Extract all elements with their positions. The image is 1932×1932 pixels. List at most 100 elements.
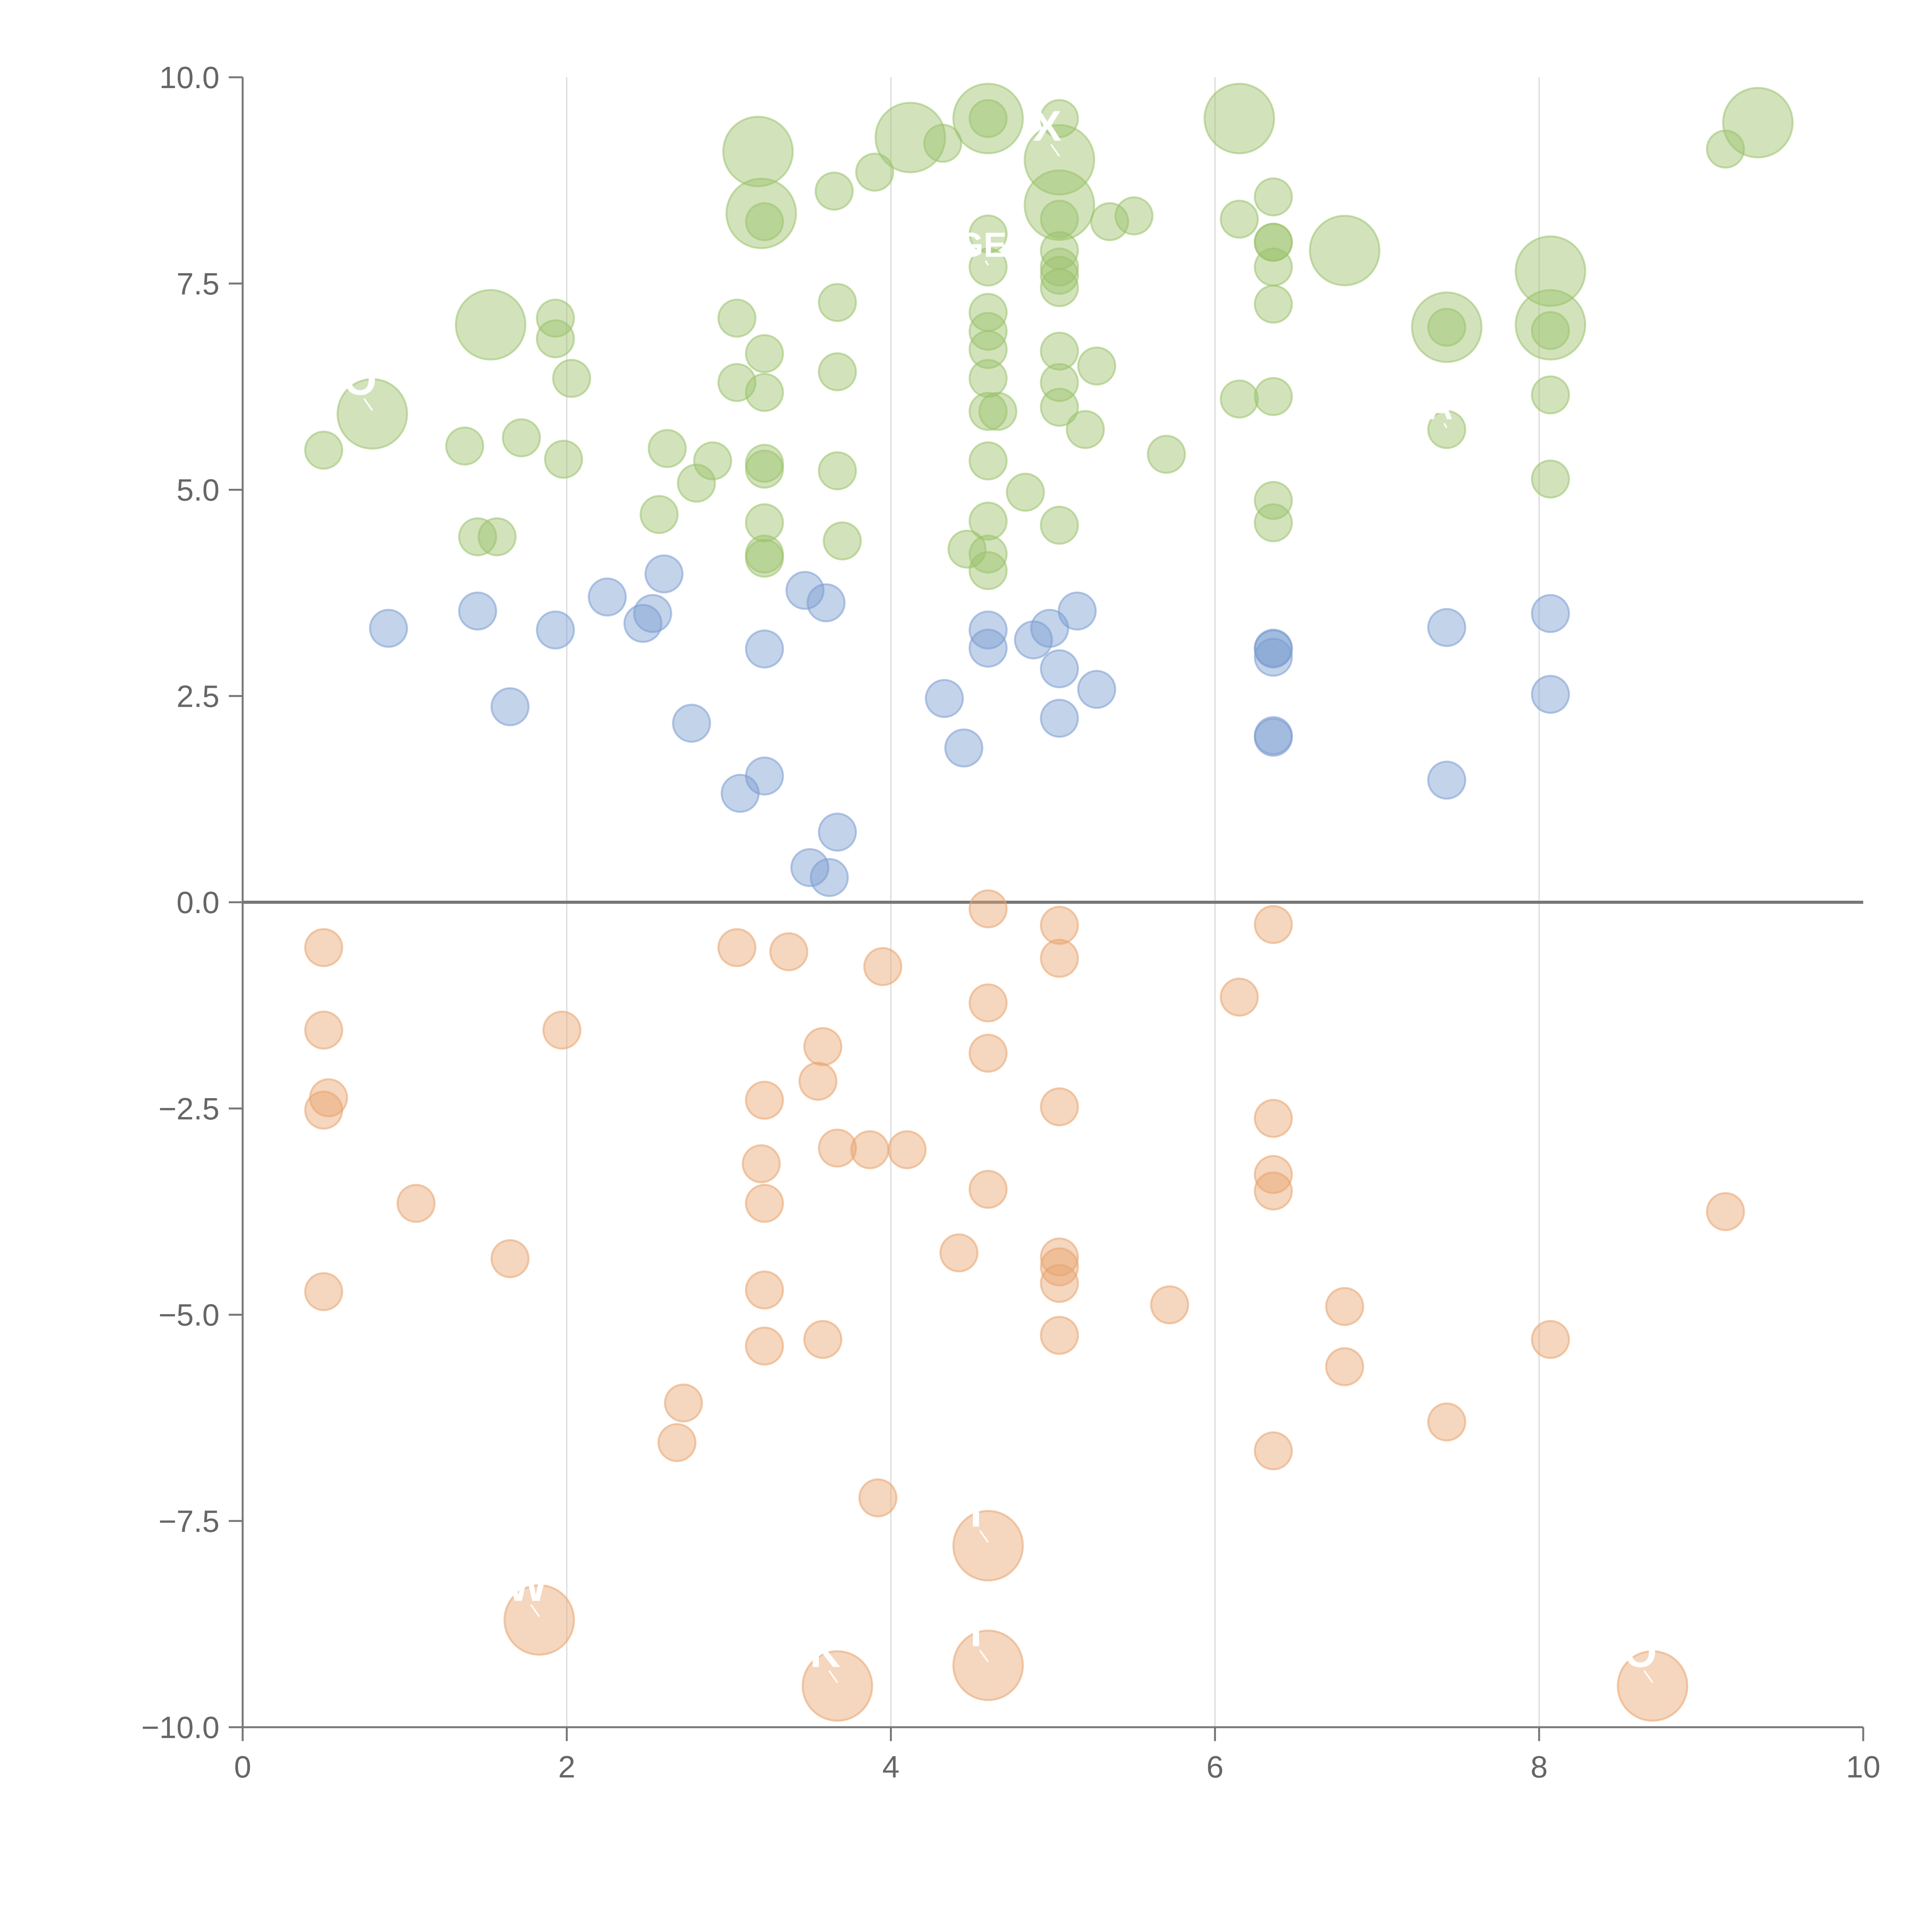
bubble-green-59 <box>1253 377 1293 416</box>
bubble-green-32 <box>1706 129 1745 169</box>
bubble-green-2 <box>745 202 784 242</box>
bubble-orange-19 <box>798 1061 838 1101</box>
bubble-orange-41 <box>1150 1285 1189 1325</box>
bubble-orange-14 <box>742 1144 781 1184</box>
bubble-orange-34 <box>1040 906 1079 945</box>
bubble-green-62 <box>818 283 857 322</box>
bubble-blue-29 <box>1253 628 1293 668</box>
bubble-orange-4 <box>304 1272 344 1311</box>
bubble-green-41 <box>968 441 1008 481</box>
bubble-orange-29 <box>968 983 1008 1022</box>
bubble-blue-34 <box>1531 594 1570 633</box>
bubble-orange-38 <box>1040 1247 1079 1287</box>
bubble-blue-15 <box>790 848 830 887</box>
bubble-green-40 <box>978 392 1017 431</box>
bubble-green-79 <box>455 289 527 361</box>
bubble-green-83 <box>337 378 408 450</box>
bubble-orange-7 <box>542 1010 582 1050</box>
bubble-label-orange-33: I <box>970 1608 982 1655</box>
y-tick-label-2: 5.0 <box>177 473 219 507</box>
bubble-blue-17 <box>925 679 964 718</box>
bubble-green-67 <box>745 334 784 373</box>
bubble-green-57 <box>1147 435 1186 474</box>
bubble-orange-17 <box>745 1327 784 1366</box>
bubble-blue-24 <box>1040 699 1079 738</box>
bubble-green-30 <box>1531 459 1570 499</box>
bubble-green-72 <box>745 503 784 543</box>
bubble-blue-6 <box>633 594 672 633</box>
bubble-green-61 <box>1253 503 1293 543</box>
bubble-orange-21 <box>803 1320 842 1359</box>
bubble-orange-11 <box>717 928 757 967</box>
bubble-blue-26 <box>1077 670 1116 709</box>
bubble-green-23 <box>1515 235 1587 307</box>
bubble-green-55 <box>1066 410 1105 449</box>
bubble-green-15 <box>1203 83 1275 155</box>
bubble-green-51 <box>1040 332 1079 371</box>
bubble-green-4 <box>855 153 895 192</box>
bubble-orange-26 <box>801 1650 873 1722</box>
bubble-label-green-83: O <box>344 357 377 404</box>
bubble-orange-27 <box>939 1233 979 1272</box>
bubble-label-orange-26: K <box>810 1629 840 1676</box>
bubble-label-leader-green-34 <box>985 260 989 266</box>
bubble-green-49 <box>1040 255 1079 295</box>
bubble-green-29 <box>1531 375 1570 415</box>
bubble-blue-16 <box>810 858 849 897</box>
bubble-label-leader-green-83 <box>363 398 373 411</box>
bubble-orange-25 <box>858 1478 898 1517</box>
bubble-green-87 <box>544 440 583 479</box>
bubble-blue-10 <box>745 756 784 796</box>
bubble-blue-18 <box>944 728 983 768</box>
bubbles <box>304 83 1794 1722</box>
bubble-green-64 <box>818 451 857 490</box>
y-tick-label-6: −5.0 <box>158 1298 219 1332</box>
x-tick-label-3: 6 <box>1206 1750 1224 1784</box>
bubble-green-77 <box>677 463 716 503</box>
bubble-green-69 <box>717 363 757 402</box>
bubble-blue-4 <box>588 577 627 617</box>
bubble-orange-39 <box>1040 1264 1079 1303</box>
bubble-label-leader-orange-52 <box>1643 1670 1653 1683</box>
bubble-orange-33 <box>952 1629 1024 1701</box>
bubble-orange-18 <box>803 1027 842 1066</box>
bubble-blue-14 <box>818 813 857 852</box>
bubble-blue-12 <box>785 571 825 610</box>
bubble-green-27 <box>1427 308 1466 347</box>
bubble-orange-12 <box>769 932 808 971</box>
bubble-label-green-28: A <box>1428 388 1453 427</box>
bubble-green-21 <box>1253 284 1293 324</box>
x-tick-label-1: 2 <box>558 1750 576 1784</box>
bubble-orange-51 <box>1531 1320 1570 1359</box>
bubble-green-9 <box>1040 99 1079 138</box>
bubble-orange-44 <box>1253 1099 1293 1138</box>
bubble-orange-32 <box>952 1510 1024 1582</box>
y-tick-label-3: 2.5 <box>177 679 219 713</box>
bubble-orange-42 <box>1219 978 1259 1017</box>
bubble-orange-30 <box>968 1034 1008 1073</box>
bubble-green-50 <box>1040 268 1079 307</box>
bubble-green-76 <box>693 441 732 481</box>
bubble-green-25 <box>1531 311 1570 350</box>
x-tick-label-0: 0 <box>234 1750 252 1784</box>
y-tick-label-1: 7.5 <box>177 267 219 301</box>
bubble-green-7 <box>952 83 1024 155</box>
bubble-blue-3 <box>536 610 575 650</box>
bubble-label-leader-green-28 <box>1443 423 1447 428</box>
bubble-green-53 <box>1040 388 1079 427</box>
bubble-labels: X A GE O W K I I O <box>344 102 1657 1683</box>
bubble-green-63 <box>818 352 857 391</box>
bubble-green-22 <box>1309 214 1381 286</box>
bubble-blue-11 <box>745 629 784 669</box>
bubble-blue-22 <box>1030 609 1070 648</box>
bubble-orange-13 <box>745 1080 784 1120</box>
bubble-orange-16 <box>745 1270 784 1310</box>
bubble-green-65 <box>823 521 862 561</box>
x-tick-label-5: 10 <box>1846 1750 1881 1784</box>
bubble-label-leader-orange-8 <box>530 1604 540 1617</box>
bubble-green-12 <box>1040 199 1079 239</box>
bubble-green-26 <box>1411 291 1483 363</box>
bubble-green-66 <box>717 298 757 338</box>
